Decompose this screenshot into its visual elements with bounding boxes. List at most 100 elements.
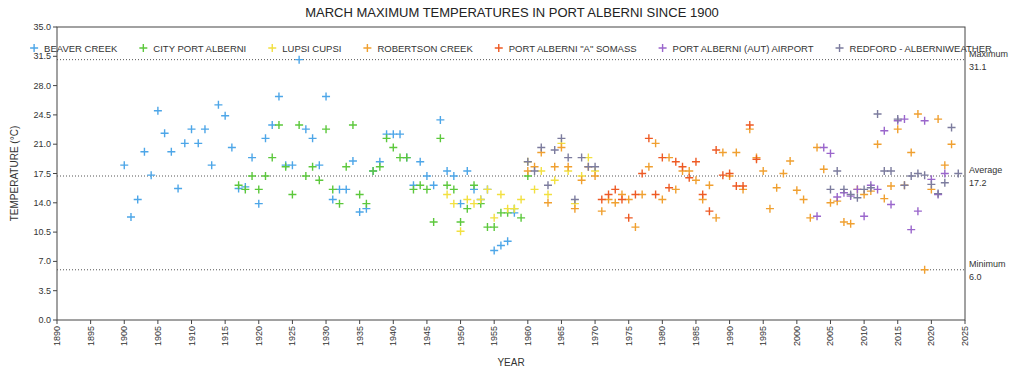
x-tick-label: 1950 (456, 326, 466, 346)
point (504, 237, 512, 245)
point (800, 195, 808, 203)
point (423, 185, 431, 193)
x-tick-label: 2015 (893, 326, 903, 346)
point (470, 200, 478, 208)
point (537, 144, 545, 152)
y-tick-label: 24.5 (33, 110, 51, 120)
y-tick (53, 320, 57, 321)
point (631, 223, 639, 231)
point (874, 110, 882, 118)
point (302, 125, 310, 133)
point (880, 127, 888, 135)
point (598, 195, 606, 203)
x-tick-label: 2010 (859, 326, 869, 346)
x-tick (57, 320, 58, 324)
reference-value: 17.2 (969, 178, 987, 188)
point (524, 158, 532, 166)
series (598, 121, 761, 222)
point (914, 170, 922, 178)
x-tick-label: 2025 (960, 326, 970, 346)
point (443, 190, 451, 198)
point (383, 134, 391, 142)
x-tick (527, 320, 528, 324)
point (436, 116, 444, 124)
y-tick-label: 14.0 (33, 198, 51, 208)
point (262, 172, 270, 180)
point (759, 167, 767, 175)
y-tick (53, 56, 57, 57)
x-tick (561, 320, 562, 324)
point (120, 161, 128, 169)
x-tick (796, 320, 797, 324)
y-tick-label: 0.0 (38, 315, 51, 325)
point (342, 185, 350, 193)
point (598, 207, 606, 215)
point (685, 174, 693, 182)
point (605, 190, 613, 198)
x-tick-label: 1895 (86, 326, 96, 346)
reference-line (57, 269, 965, 270)
point (450, 200, 458, 208)
point (497, 190, 505, 198)
legend: BEAVER CREEKCITY PORT ALBERNILUPSI CUPSI… (30, 43, 992, 54)
point (880, 195, 888, 203)
point (430, 181, 438, 189)
point (369, 167, 377, 175)
x-tick (695, 320, 696, 324)
y-tick (53, 144, 57, 145)
point (457, 218, 465, 226)
y-tick (53, 27, 57, 28)
point (954, 170, 962, 178)
legend-marker (659, 44, 667, 52)
point (295, 121, 303, 129)
point (483, 185, 491, 193)
point (275, 121, 283, 129)
legend-item: PORT ALBERNI (AUT) AIRPORT (659, 43, 814, 54)
legend-label: REDFORD - ALBERNIWEATHER (850, 43, 992, 54)
series (443, 139, 599, 235)
point (826, 199, 834, 207)
x-tick (124, 320, 125, 324)
x-tick (662, 320, 663, 324)
x-tick (426, 320, 427, 324)
x-tick (763, 320, 764, 324)
point (914, 207, 922, 215)
point (900, 181, 908, 189)
point (551, 163, 559, 171)
point (712, 214, 720, 222)
reference-line (57, 176, 965, 177)
point (188, 125, 196, 133)
legend-marker (363, 44, 371, 52)
point (127, 213, 135, 221)
legend-label: ROBERTSON CREEK (377, 43, 473, 54)
point (887, 200, 895, 208)
point (591, 163, 599, 171)
y-tick (53, 261, 57, 262)
point (766, 205, 774, 213)
point (443, 167, 451, 175)
legend-label: PORT ALBERNI (AUT) AIRPORT (673, 43, 814, 54)
point (874, 185, 882, 193)
x-tick-label: 1920 (254, 326, 264, 346)
x-tick-label: 1995 (758, 326, 768, 346)
point (941, 161, 949, 169)
point (631, 190, 639, 198)
point (403, 154, 411, 162)
point (140, 148, 148, 156)
y-tick-label: 28.0 (33, 81, 51, 91)
point (463, 205, 471, 213)
point (672, 185, 680, 193)
x-tick-label: 1910 (187, 326, 197, 346)
point (450, 172, 458, 180)
point (356, 190, 364, 198)
legend-item: PORT ALBERNI "A" SOMASS (495, 43, 637, 54)
point (746, 121, 754, 129)
point (894, 125, 902, 133)
point (551, 146, 559, 154)
point (423, 172, 431, 180)
point (732, 149, 740, 157)
point (315, 161, 323, 169)
legend-marker (30, 44, 38, 52)
title: MARCH MAXIMUM TEMPERATURES IN PORT ALBER… (305, 5, 719, 20)
point (329, 195, 337, 203)
